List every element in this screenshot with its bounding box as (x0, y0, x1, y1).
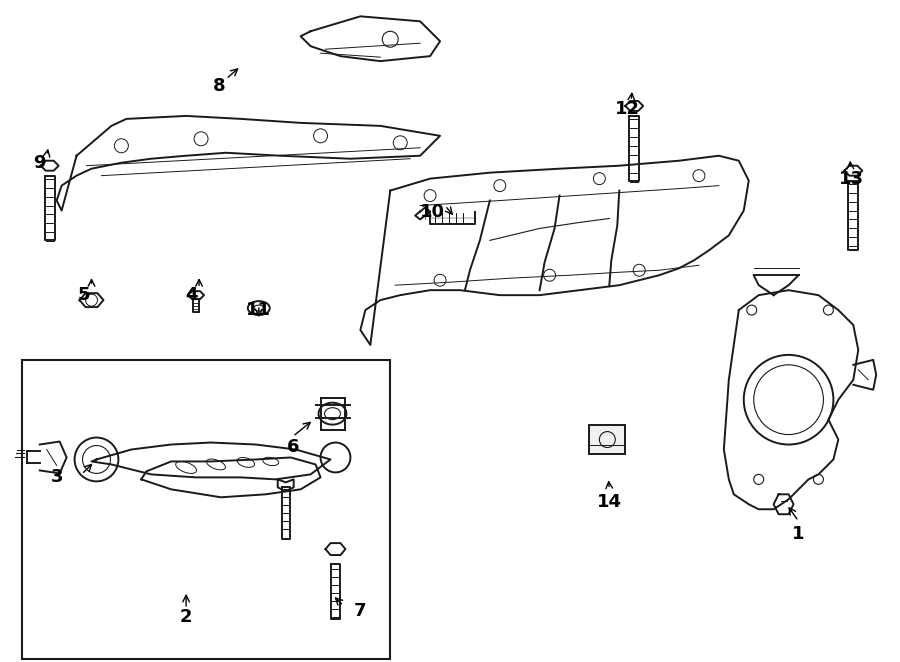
Text: 7: 7 (354, 602, 366, 620)
Bar (590, 424, 625, 455)
Text: 10: 10 (419, 203, 445, 222)
Text: 3: 3 (50, 469, 63, 487)
Text: 14: 14 (597, 493, 622, 511)
Text: 11: 11 (247, 301, 271, 319)
Text: 8: 8 (212, 77, 225, 95)
Bar (22, 360, 391, 659)
Text: 12: 12 (615, 100, 640, 118)
Text: 5: 5 (77, 286, 90, 304)
Text: 9: 9 (33, 154, 46, 171)
Text: 4: 4 (184, 286, 197, 304)
Text: 13: 13 (839, 169, 864, 187)
Text: 2: 2 (180, 608, 193, 626)
Text: 1: 1 (792, 525, 805, 543)
Text: 6: 6 (286, 438, 299, 455)
